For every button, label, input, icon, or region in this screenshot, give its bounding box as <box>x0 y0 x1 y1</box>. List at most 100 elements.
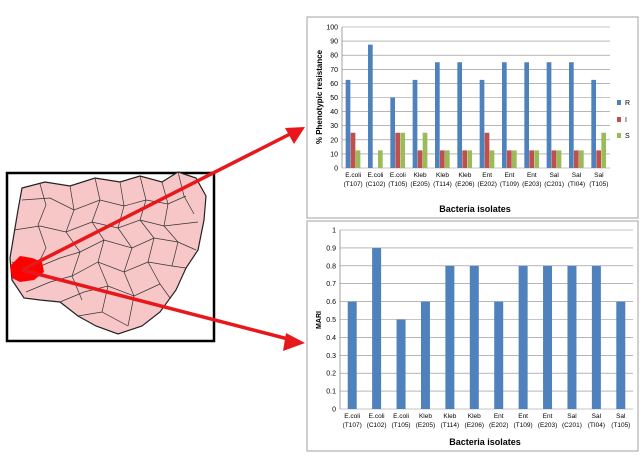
map-state-borders <box>11 171 199 327</box>
bar-R-1 <box>368 44 373 168</box>
x-tick-label: (T109) <box>514 422 533 429</box>
legend-label-R: R <box>625 100 630 107</box>
x-tick-label: E.coli <box>393 413 409 420</box>
bar-4 <box>445 265 455 409</box>
legend-label-I: I <box>625 117 627 124</box>
bar-I-11 <box>596 150 602 168</box>
y-tick-label: 0.7 <box>326 281 336 288</box>
chart2-y-ticks: 0 0.1 0.2 0.3 0.4 0.5 0.6 0.7 0.8 0.9 1 <box>326 228 336 414</box>
chart1-bars <box>345 44 607 168</box>
x-tick-label: Kleb <box>436 172 449 179</box>
bar-S-0 <box>355 150 361 168</box>
nigeria-map <box>5 171 216 343</box>
arrow-to-top-chart <box>21 131 293 272</box>
bar-S-1 <box>378 150 383 168</box>
chart2-bars <box>347 247 626 409</box>
bar-R-10 <box>569 62 574 168</box>
x-tick-label: Sal <box>616 413 626 420</box>
y-tick-label: 50 <box>330 95 338 102</box>
bar-S-9 <box>556 150 562 168</box>
bar-S-2 <box>400 132 406 168</box>
bar-6 <box>494 301 504 409</box>
x-tick-label: (T105) <box>611 422 630 429</box>
chart1-x-ticks: E.coli (T107) E.coli (C102) E.coli (T105) Kleb… <box>344 172 609 188</box>
y-tick-label: 0.2 <box>326 371 336 378</box>
x-tick-label: E.coli <box>369 413 385 420</box>
y-tick-label: 0.6 <box>326 299 336 306</box>
arrow-to-bottom-chart <box>21 268 293 342</box>
x-tick-label: (C201) <box>562 422 582 429</box>
bar-7 <box>518 265 528 409</box>
bar-R-3 <box>412 79 418 168</box>
legend-swatch-I <box>617 117 621 122</box>
x-tick-label: E.coli <box>390 172 406 179</box>
x-tick-label: (TI04) <box>588 422 605 429</box>
x-tick-label: Ent <box>543 413 553 420</box>
chart1-y-axis-label: % Phenotypic resistance <box>315 49 324 144</box>
bar-11 <box>616 301 626 409</box>
bar-I-6 <box>484 132 490 168</box>
y-tick-label: 40 <box>330 109 338 116</box>
x-tick-label: Sal <box>572 172 582 179</box>
legend-label-S: S <box>625 133 630 140</box>
x-tick-label: Ent <box>494 413 504 420</box>
y-tick-label: 0.5 <box>326 317 336 324</box>
x-tick-label: (E205) <box>416 422 436 429</box>
bar-0 <box>347 301 357 409</box>
bar-8 <box>543 265 553 409</box>
chart1-legend: R I S <box>617 100 630 140</box>
chart1-x-axis-label: Bacteria isolates <box>439 204 511 214</box>
x-tick-label: Ent <box>505 172 515 179</box>
x-tick-label: (T114) <box>433 181 452 188</box>
y-tick-label: 80 <box>330 53 338 60</box>
y-tick-label: 10 <box>330 151 338 158</box>
x-tick-label: (E203) <box>522 181 542 188</box>
x-tick-label: (T105) <box>388 181 407 188</box>
y-tick-label: 1 <box>332 228 336 235</box>
y-tick-label: 0.4 <box>326 335 336 342</box>
y-tick-label: 70 <box>330 67 338 74</box>
bar-S-7 <box>512 150 517 168</box>
legend-swatch-S <box>617 133 621 138</box>
x-tick-label: (T105) <box>589 181 608 188</box>
bar-I-10 <box>574 150 579 168</box>
x-tick-label: (T107) <box>344 181 363 188</box>
bar-I-9 <box>551 150 557 168</box>
arrow-head-top <box>285 127 305 144</box>
bar-I-5 <box>462 150 468 168</box>
chart2-x-ticks: E.coli (T107) E.coli (C102) E.coli (T105) Kleb… <box>343 413 631 429</box>
bar-3 <box>420 301 430 409</box>
bar-S-11 <box>601 132 607 168</box>
chart-mari: 0 0.1 0.2 0.3 0.4 0.5 0.6 0.7 0.8 0.9 1 E.coli (T10… <box>306 220 639 452</box>
bar-I-4 <box>440 150 445 168</box>
bar-R-0 <box>345 79 351 168</box>
bar-R-7 <box>502 62 507 168</box>
x-tick-label: (E202) <box>477 181 497 188</box>
legend-swatch-R <box>617 100 621 105</box>
chart1-y-ticks: 0 10 20 30 40 50 60 70 80 90 100 <box>326 25 338 173</box>
chart2-y-axis-label: MARI <box>316 311 323 329</box>
x-tick-label: (T109) <box>500 181 519 188</box>
map-frame <box>5 171 216 343</box>
y-tick-label: 0.3 <box>326 353 336 360</box>
chart1-frame <box>306 16 639 219</box>
bar-10 <box>591 265 601 409</box>
bar-5 <box>469 265 479 409</box>
bar-S-8 <box>534 150 540 168</box>
x-tick-label: Kleb <box>458 172 471 179</box>
x-tick-label: Ent <box>482 172 492 179</box>
x-tick-label: E.coli <box>368 172 384 179</box>
y-tick-label: 0.9 <box>326 245 336 252</box>
x-tick-label: (C201) <box>544 181 564 188</box>
bar-R-11 <box>591 79 597 168</box>
y-tick-label: 100 <box>326 25 338 32</box>
x-tick-label: Ent <box>518 413 528 420</box>
bar-R-4 <box>435 62 440 168</box>
bar-R-2 <box>390 97 396 168</box>
x-tick-label: E.coli <box>345 172 361 179</box>
bar-1 <box>372 247 382 409</box>
chart2-gridlines <box>339 229 633 410</box>
y-tick-label: 0.8 <box>326 263 336 270</box>
